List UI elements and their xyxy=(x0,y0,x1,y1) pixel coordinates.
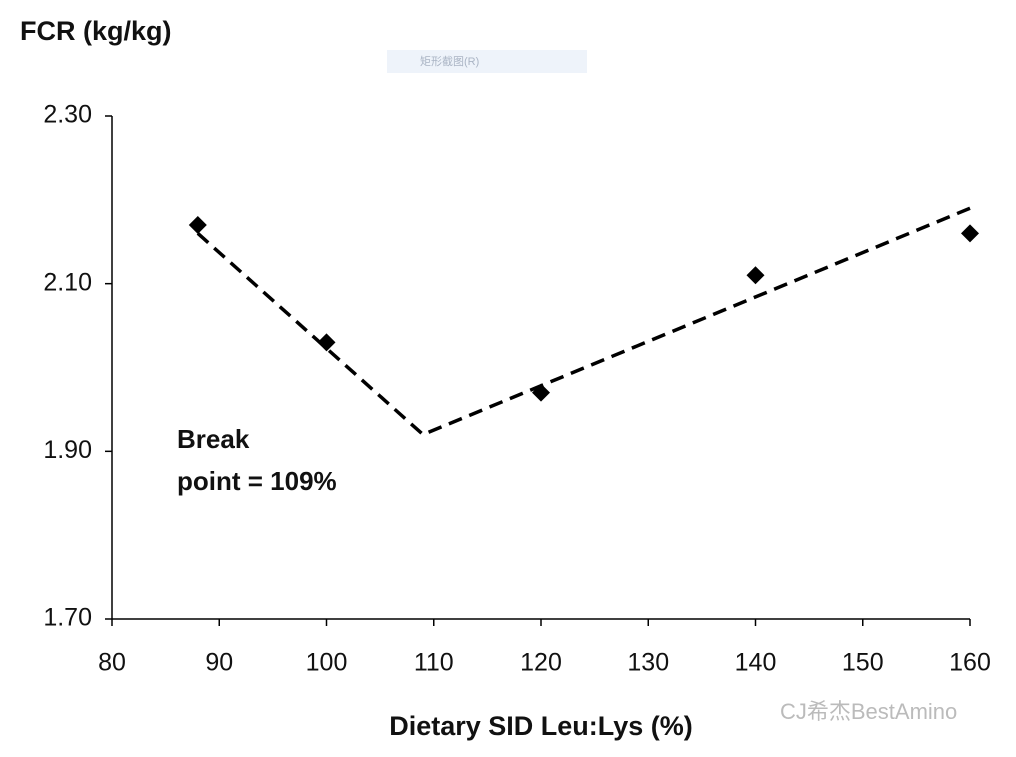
y-tick-label: 2.10 xyxy=(43,268,92,296)
data-point xyxy=(746,266,765,285)
x-tick-label: 100 xyxy=(306,649,348,677)
x-tick-label: 110 xyxy=(414,649,454,677)
data-point xyxy=(317,333,336,352)
data-point xyxy=(532,383,550,402)
data-point xyxy=(188,215,207,234)
fit-line xyxy=(196,206,971,437)
y-tick-label: 1.70 xyxy=(43,604,92,632)
x-tick-label: 140 xyxy=(735,649,777,677)
watermark: CJ希杰BestAmino xyxy=(780,699,957,724)
x-tick-label: 150 xyxy=(842,649,884,677)
overlay-box xyxy=(387,50,587,73)
x-tick-label: 120 xyxy=(520,649,562,677)
x-tick-label: 90 xyxy=(205,649,233,677)
y-tick-label: 1.90 xyxy=(43,436,92,464)
overlay-label: 矩形截图(R) xyxy=(420,54,479,68)
data-point xyxy=(961,224,979,243)
x-tick-label: 80 xyxy=(98,649,126,677)
x-axis-title: Dietary SID Leu:Lys (%) xyxy=(389,711,693,741)
annotation: Break xyxy=(177,424,250,454)
y-axis-title: FCR (kg/kg) xyxy=(20,16,172,46)
x-tick-label: 130 xyxy=(627,649,669,677)
y-tick-label: 2.30 xyxy=(43,101,92,129)
annotation: point = 109% xyxy=(177,466,337,496)
x-tick-label: 160 xyxy=(949,649,991,677)
